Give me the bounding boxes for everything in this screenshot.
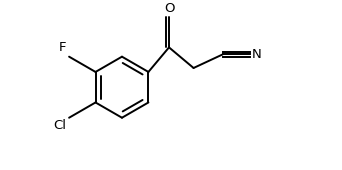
Text: N: N — [252, 48, 262, 61]
Text: Cl: Cl — [53, 119, 66, 132]
Text: F: F — [59, 41, 66, 54]
Text: O: O — [164, 2, 174, 15]
